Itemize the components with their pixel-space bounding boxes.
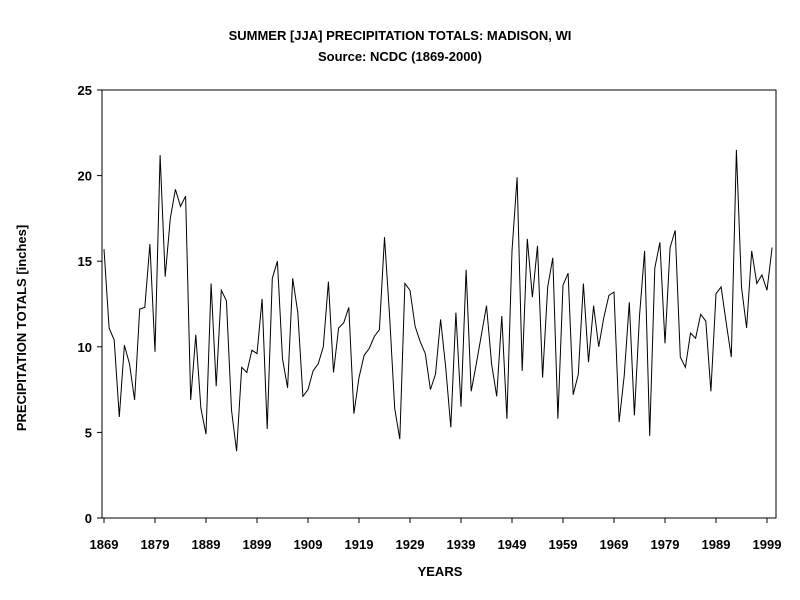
x-tick-label: 1989	[702, 537, 731, 552]
x-axis-label: YEARS	[418, 564, 463, 579]
y-tick-label: 20	[78, 169, 92, 184]
y-tick-label: 10	[78, 340, 92, 355]
x-tick-label: 1969	[600, 537, 629, 552]
x-tick-label: 1879	[141, 537, 170, 552]
x-tick-label: 1919	[345, 537, 374, 552]
y-tick-label: 15	[78, 254, 92, 269]
x-tick-label: 1899	[243, 537, 272, 552]
x-tick-label: 1909	[294, 537, 323, 552]
y-tick-label: 25	[78, 83, 92, 98]
x-tick-label: 1979	[651, 537, 680, 552]
x-tick-label: 1959	[549, 537, 578, 552]
y-tick-label: 0	[85, 511, 92, 526]
x-tick-label: 1939	[447, 537, 476, 552]
plot-area	[101, 89, 777, 519]
x-tick-label: 1999	[753, 537, 782, 552]
y-axis-label: PRECIPITATION TOTALS [inches]	[14, 225, 29, 431]
x-tick-label: 1929	[396, 537, 425, 552]
chart-subtitle: Source: NCDC (1869-2000)	[318, 49, 482, 64]
series-line	[103, 149, 773, 452]
chart-title: SUMMER [JJA] PRECIPITATION TOTALS: MADIS…	[229, 28, 572, 43]
y-tick-label: 5	[85, 425, 92, 440]
y-axis: 0 5 10 15 20 25	[78, 83, 102, 526]
precipitation-line	[103, 149, 773, 452]
x-tick-label: 1889	[192, 537, 221, 552]
x-tick-label: 1949	[498, 537, 527, 552]
x-axis: 1869 1879 1889 1899 1909 1919 1929 1939 1949 1959…	[90, 518, 782, 552]
x-tick-label: 1869	[90, 537, 119, 552]
